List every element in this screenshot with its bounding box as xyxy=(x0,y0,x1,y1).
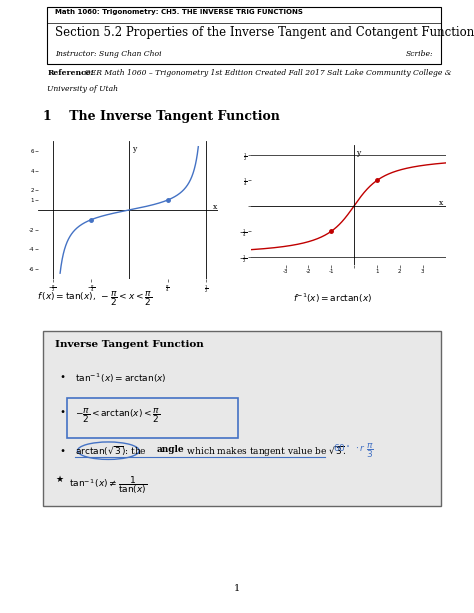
Text: $f^{-1}(x) = \arctan(x)$: $f^{-1}(x) = \arctan(x)$ xyxy=(293,292,372,305)
Text: $60^\circ\;\cdot r\;\dfrac{\pi}{3}$: $60^\circ\;\cdot r\;\dfrac{\pi}{3}$ xyxy=(333,441,374,460)
Text: $\tan^{-1}(x) \neq \dfrac{1}{\tan(x)}$: $\tan^{-1}(x) \neq \dfrac{1}{\tan(x)}$ xyxy=(69,474,147,496)
Text: angle: angle xyxy=(156,444,184,454)
Text: $\tan^{-1}(x) = \arctan(x)$: $\tan^{-1}(x) = \arctan(x)$ xyxy=(74,371,166,384)
Text: Math 1060: Trigonometry: CH5. THE INVERSE TRIG FUNCTIONS: Math 1060: Trigonometry: CH5. THE INVERS… xyxy=(55,9,303,15)
Text: $\bigstar$: $\bigstar$ xyxy=(55,474,64,484)
Text: University of Utah: University of Utah xyxy=(47,85,118,93)
Text: $\bullet$: $\bullet$ xyxy=(59,406,65,415)
Text: $\bullet$: $\bullet$ xyxy=(59,371,65,380)
Text: Inverse Tangent Function: Inverse Tangent Function xyxy=(55,340,203,349)
Text: which makes tangent value be $\sqrt{3}$.: which makes tangent value be $\sqrt{3}$. xyxy=(184,444,346,459)
Point xyxy=(72,453,77,460)
Text: $\bullet$: $\bullet$ xyxy=(59,444,65,454)
Text: Instructor: Sung Chan Choi: Instructor: Sung Chan Choi xyxy=(55,50,162,58)
FancyBboxPatch shape xyxy=(43,331,441,506)
Text: $-\dfrac{\pi}{2} < \arctan(x) < \dfrac{\pi}{2}$: $-\dfrac{\pi}{2} < \arctan(x) < \dfrac{\… xyxy=(74,406,160,425)
Text: $f\,(x) = \tan(x),\;-\dfrac{\pi}{2} < x < \dfrac{\pi}{2}$: $f\,(x) = \tan(x),\;-\dfrac{\pi}{2} < x … xyxy=(37,289,152,308)
Text: Section 5.2 Properties of the Inverse Tangent and Cotangent Functions: Section 5.2 Properties of the Inverse Ta… xyxy=(55,26,474,39)
FancyBboxPatch shape xyxy=(47,7,441,64)
Text: 1    The Inverse Tangent Function: 1 The Inverse Tangent Function xyxy=(43,110,280,123)
Text: y: y xyxy=(132,145,137,153)
Text: y: y xyxy=(356,149,360,157)
Text: $\arctan(\sqrt{3})$: the: $\arctan(\sqrt{3})$: the xyxy=(74,444,147,458)
Text: x: x xyxy=(439,199,443,207)
Text: Reference:: Reference: xyxy=(47,69,94,77)
Text: OER Math 1060 – Trigonometry 1st Edition Created Fall 2017 Salt Lake Community C: OER Math 1060 – Trigonometry 1st Edition… xyxy=(82,69,452,77)
Text: x: x xyxy=(213,203,218,211)
Point xyxy=(322,453,328,460)
Text: Scribe:: Scribe: xyxy=(405,50,433,58)
Text: 1: 1 xyxy=(234,584,240,593)
